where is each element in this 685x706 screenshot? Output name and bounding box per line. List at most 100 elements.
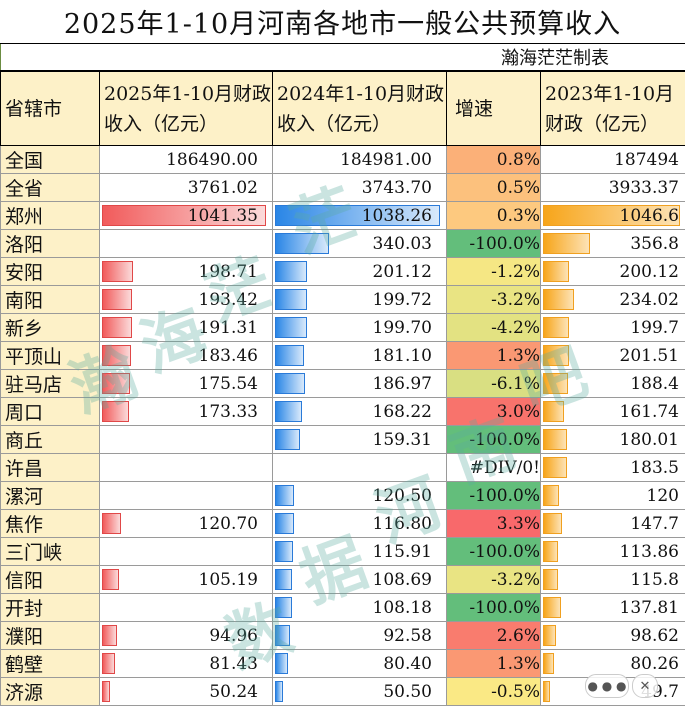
- rev2023-cell-value: 98.62: [630, 626, 679, 646]
- rev2025-cell: 175.54: [100, 370, 273, 398]
- growth-cell: -4.2%: [447, 314, 541, 342]
- rev2023-cell-value: 180.01: [620, 430, 679, 450]
- rev2024-cell-value: 120.50: [373, 486, 432, 506]
- close-icon[interactable]: ✕: [632, 674, 658, 698]
- rev2023-cell-value: 115.8: [630, 570, 679, 590]
- rev2025-cell-bar: [102, 373, 130, 394]
- rev2023-cell-bar: [543, 681, 550, 702]
- rev2024-cell-bar: [275, 541, 293, 562]
- rev2025-cell: [100, 482, 273, 510]
- rev2024-cell-value: 108.18: [373, 598, 432, 618]
- rev2023-cell-bar: [543, 541, 558, 562]
- rev2023-cell-value: 356.8: [630, 234, 679, 254]
- city-name: 安阳: [1, 258, 100, 286]
- header-row: 省辖市 2025年1-10月财政收入（亿元） 2024年1-10月财政收入（亿元…: [1, 72, 685, 146]
- rev2023-cell-value: 80.26: [630, 654, 679, 674]
- rev2024-cell: 115.91: [273, 538, 447, 566]
- rev2024-cell-bar: [275, 261, 307, 282]
- rev2023-cell: 161.74: [541, 398, 685, 426]
- growth-cell: #DIV/0!: [447, 454, 541, 482]
- rev2024-cell: 159.31: [273, 426, 447, 454]
- rev2024-cell: 340.03: [273, 230, 447, 258]
- rev2024-cell: 116.80: [273, 510, 447, 538]
- city-name: 开封: [1, 594, 100, 622]
- author-credit: 瀚海茫茫制表: [470, 44, 640, 70]
- rev2023-cell-value: 113.86: [620, 542, 679, 562]
- rev2024-cell-bar: [275, 345, 304, 366]
- city-name: 南阳: [1, 286, 100, 314]
- rev2023-cell-bar: [543, 233, 590, 254]
- left-rule: [0, 44, 1, 71]
- rev2023-cell: 180.01: [541, 426, 685, 454]
- rev2025-cell: 50.24: [100, 678, 273, 706]
- rev2024-cell: 50.50: [273, 678, 447, 706]
- growth-cell: 1.3%: [447, 650, 541, 678]
- rev2025-cell: 105.19: [100, 566, 273, 594]
- city-name: 洛阳: [1, 230, 100, 258]
- rev2023-cell-bar: [543, 401, 564, 422]
- rev2023-cell: 187494: [541, 146, 685, 174]
- rev2024-cell-bar: [275, 317, 307, 338]
- rev2023-cell-bar: [543, 625, 556, 646]
- city-name: 济源: [1, 678, 100, 706]
- rev2025-cell-bar: [102, 317, 132, 338]
- rev2024-cell-value: 80.40: [383, 654, 432, 674]
- growth-cell: -1.2%: [447, 258, 541, 286]
- growth-cell: 0.8%: [447, 146, 541, 174]
- rev2023-cell-value: 147.7: [630, 514, 679, 534]
- rev2025-cell-bar: [102, 653, 115, 674]
- rev2024-cell: 186.97: [273, 370, 447, 398]
- rev2025-cell-value: 175.54: [199, 374, 258, 394]
- growth-cell: 2.6%: [447, 622, 541, 650]
- table-row: 三门峡 115.91-100.0% 113.86: [1, 538, 685, 566]
- city-name: 三门峡: [1, 538, 100, 566]
- rev2024-cell: 199.72: [273, 286, 447, 314]
- city-name: 商丘: [1, 426, 100, 454]
- rev2023-cell-bar: [543, 289, 574, 310]
- rev2023-cell: 188.4: [541, 370, 685, 398]
- header-rev2025: 2025年1-10月财政收入（亿元）: [100, 72, 273, 146]
- rev2024-cell-value: 108.69: [373, 570, 432, 590]
- rev2025-cell: [100, 454, 273, 482]
- rev2025-cell: [100, 538, 273, 566]
- city-name: 郑州: [1, 202, 100, 230]
- growth-cell: -100.0%: [447, 482, 541, 510]
- rev2025-cell: 191.31: [100, 314, 273, 342]
- rev2024-cell-bar: [275, 653, 288, 674]
- rev2025-cell-bar: [102, 681, 110, 702]
- rev2025-cell-value: 1041.35: [188, 206, 258, 226]
- rev2024-cell-bar: [275, 485, 294, 506]
- rev2025-cell-value: 81.43: [209, 654, 258, 674]
- table-title: 2025年1-10月河南各地市一般公共预算收入: [0, 0, 685, 43]
- rev2024-cell-bar: [275, 289, 307, 310]
- rev2024-cell-value: 116.80: [373, 514, 432, 534]
- rev2024-cell: 201.12: [273, 258, 447, 286]
- rev2025-cell-value: 191.31: [199, 318, 258, 338]
- rev2023-cell-value: 200.12: [620, 262, 679, 282]
- rev2025-cell: 183.46: [100, 342, 273, 370]
- rev2025-cell: 81.43: [100, 650, 273, 678]
- rev2023-cell-value: 187494: [614, 150, 679, 170]
- growth-cell: -3.2%: [447, 566, 541, 594]
- growth-cell: 3.3%: [447, 510, 541, 538]
- growth-cell: -100.0%: [447, 538, 541, 566]
- rev2023-cell-bar: [543, 373, 568, 394]
- rev2023-cell-value: 120: [647, 486, 679, 506]
- city-name: 许昌: [1, 454, 100, 482]
- city-name: 漯河: [1, 482, 100, 510]
- city-name: 平顶山: [1, 342, 100, 370]
- rev2023-cell-bar: [543, 317, 569, 338]
- rev2024-cell: 3743.70: [273, 174, 447, 202]
- rev2025-cell: [100, 426, 273, 454]
- rev2024-cell: [273, 454, 447, 482]
- growth-cell: -6.1%: [447, 370, 541, 398]
- more-options-icon[interactable]: ● ● ●: [585, 674, 629, 698]
- rev2025-cell-value: 193.42: [199, 290, 258, 310]
- rev2025-cell: [100, 594, 273, 622]
